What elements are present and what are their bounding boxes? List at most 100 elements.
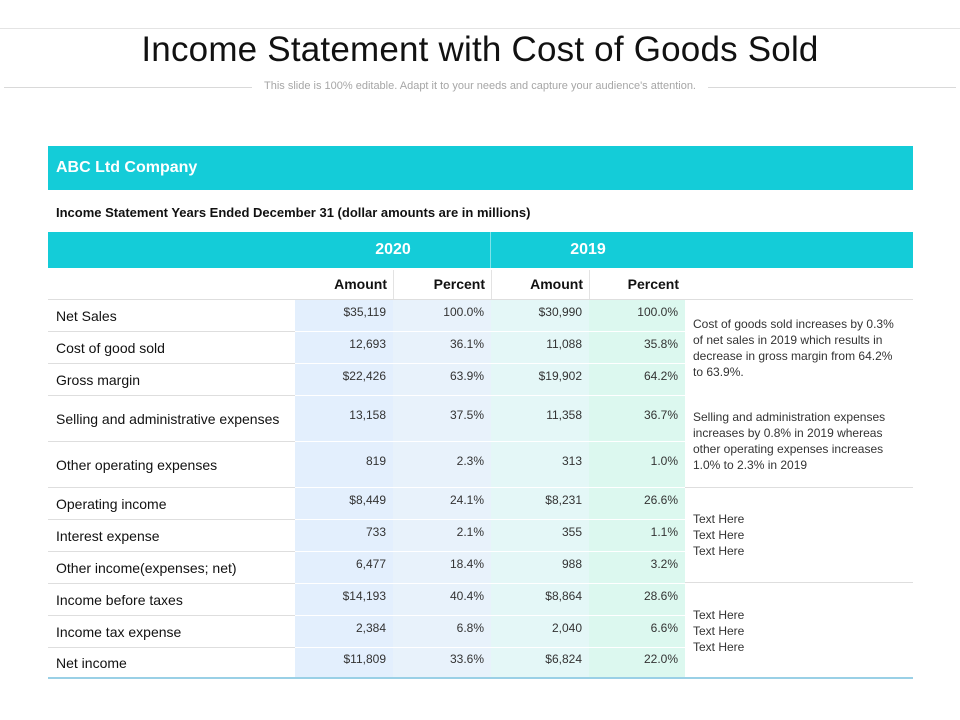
row-divider	[48, 583, 295, 584]
company-header: ABC Ltd Company	[48, 146, 913, 190]
page-subtitle: This slide is 100% editable. Adapt it to…	[264, 80, 696, 92]
cell-percent-2020: 2.1%	[456, 525, 484, 539]
column-divider	[589, 270, 590, 299]
cell-amount-2020: $11,809	[343, 652, 387, 666]
row-divider	[48, 363, 295, 364]
row-label: Income before taxes	[56, 591, 183, 608]
note-text-line: Text Here	[693, 512, 745, 526]
note-text: Text Here Text Here Text Here	[693, 511, 905, 559]
cell-percent-2020: 33.6%	[449, 652, 484, 666]
note-group-divider	[685, 487, 913, 488]
row-divider	[48, 647, 295, 648]
note-text-line: Text Here	[693, 544, 745, 558]
cell-percent-2020: 100.0%	[443, 305, 484, 319]
row-divider	[48, 551, 295, 552]
cell-amount-2020: 2,384	[355, 621, 386, 635]
page-title: Income Statement with Cost of Goods Sold	[141, 30, 819, 69]
cell-percent-2020: 24.1%	[449, 493, 484, 507]
cell-amount-2019: 313	[561, 454, 582, 468]
column-header-percent-2019: Percent	[627, 276, 679, 292]
row-label: Other income(expenses; net)	[56, 559, 237, 576]
cell-divider	[295, 331, 685, 332]
column-divider	[393, 270, 394, 299]
year-header-bar	[48, 232, 913, 268]
column-header-amount-2019: Amount	[530, 276, 583, 292]
cell-percent-2019: 64.2%	[643, 369, 678, 383]
table-bottom-rule	[48, 677, 913, 679]
cell-amount-2019: 988	[561, 557, 582, 571]
row-label: Cost of good sold	[56, 339, 165, 356]
cell-percent-2019: 1.0%	[650, 454, 678, 468]
cell-percent-2019: 6.6%	[650, 621, 678, 635]
table-top-rule	[48, 299, 913, 300]
cell-divider	[295, 647, 685, 648]
note-group-divider	[685, 582, 913, 583]
cell-divider	[295, 583, 685, 584]
title-top-rule	[0, 28, 960, 29]
row-divider	[48, 395, 295, 396]
cell-divider	[295, 363, 685, 364]
cell-percent-2020: 2.3%	[456, 454, 484, 468]
cell-percent-2020: 63.9%	[449, 369, 484, 383]
cell-divider	[295, 519, 685, 520]
cell-divider	[295, 487, 685, 488]
cell-amount-2020: 12,693	[349, 337, 386, 351]
cell-percent-2019: 3.2%	[650, 557, 678, 571]
cell-divider	[295, 551, 685, 552]
amount-2020-column-band	[295, 299, 393, 678]
row-divider	[48, 331, 295, 332]
column-header-amount-2020: Amount	[334, 276, 387, 292]
cell-percent-2020: 6.8%	[456, 621, 484, 635]
cell-divider	[295, 395, 685, 396]
cell-percent-2020: 36.1%	[449, 337, 484, 351]
year-divider	[490, 232, 491, 268]
cell-amount-2019: 355	[561, 525, 582, 539]
cell-amount-2020: $35,119	[343, 305, 387, 319]
row-label: Interest expense	[56, 527, 160, 544]
cell-divider	[295, 441, 685, 442]
cell-amount-2019: 11,088	[546, 337, 582, 351]
cell-percent-2019: 100.0%	[637, 305, 678, 319]
cell-amount-2019: 2,040	[551, 621, 582, 635]
note-text: Cost of goods sold increases by 0.3% of …	[693, 317, 894, 379]
row-label: Gross margin	[56, 371, 141, 388]
cell-percent-2019: 28.6%	[643, 589, 678, 603]
cell-divider	[295, 615, 685, 616]
year-2020-header: 2020	[375, 241, 411, 258]
cell-percent-2020: 37.5%	[449, 408, 484, 422]
cell-amount-2020: $14,193	[342, 589, 386, 603]
cell-amount-2019: $8,231	[545, 493, 582, 507]
row-divider	[48, 441, 295, 442]
cell-amount-2019: $8,864	[545, 589, 582, 603]
percent-2020-column-band	[393, 299, 491, 678]
note-text-line: Text Here	[693, 608, 745, 622]
row-divider	[48, 487, 295, 488]
row-label: Other operating expenses	[56, 456, 218, 473]
cell-amount-2019: $6,824	[545, 652, 582, 666]
row-label: Selling and administrative expenses	[56, 410, 280, 427]
cell-percent-2019: 26.6%	[643, 493, 678, 507]
row-label: Operating income	[56, 495, 167, 512]
column-header-percent-2020: Percent	[433, 276, 485, 292]
subtitle-rule-left	[4, 87, 252, 88]
statement-title: Income Statement Years Ended December 31…	[56, 205, 531, 220]
cell-amount-2020: 819	[365, 454, 386, 468]
cell-percent-2020: 18.4%	[449, 557, 484, 571]
cell-amount-2020: 6,477	[355, 557, 386, 571]
year-2019-header: 2019	[570, 241, 606, 258]
cell-amount-2020: $22,426	[342, 369, 386, 383]
row-label: Net income	[56, 654, 127, 671]
note-text-line: Text Here	[693, 528, 745, 542]
cell-percent-2019: 1.1%	[650, 525, 678, 539]
row-divider	[48, 615, 295, 616]
row-label: Income tax expense	[56, 623, 182, 640]
cell-percent-2019: 35.8%	[643, 337, 678, 351]
row-label: Net Sales	[56, 307, 117, 324]
cell-percent-2020: 40.4%	[449, 589, 484, 603]
cell-amount-2019: $19,902	[538, 369, 582, 383]
cell-amount-2020: 13,158	[349, 408, 386, 422]
subtitle-rule-right	[708, 87, 956, 88]
note-text-line: Text Here	[693, 624, 745, 638]
note-text-line: Text Here	[693, 640, 745, 654]
note-text: Selling and administration expenses incr…	[693, 410, 886, 472]
